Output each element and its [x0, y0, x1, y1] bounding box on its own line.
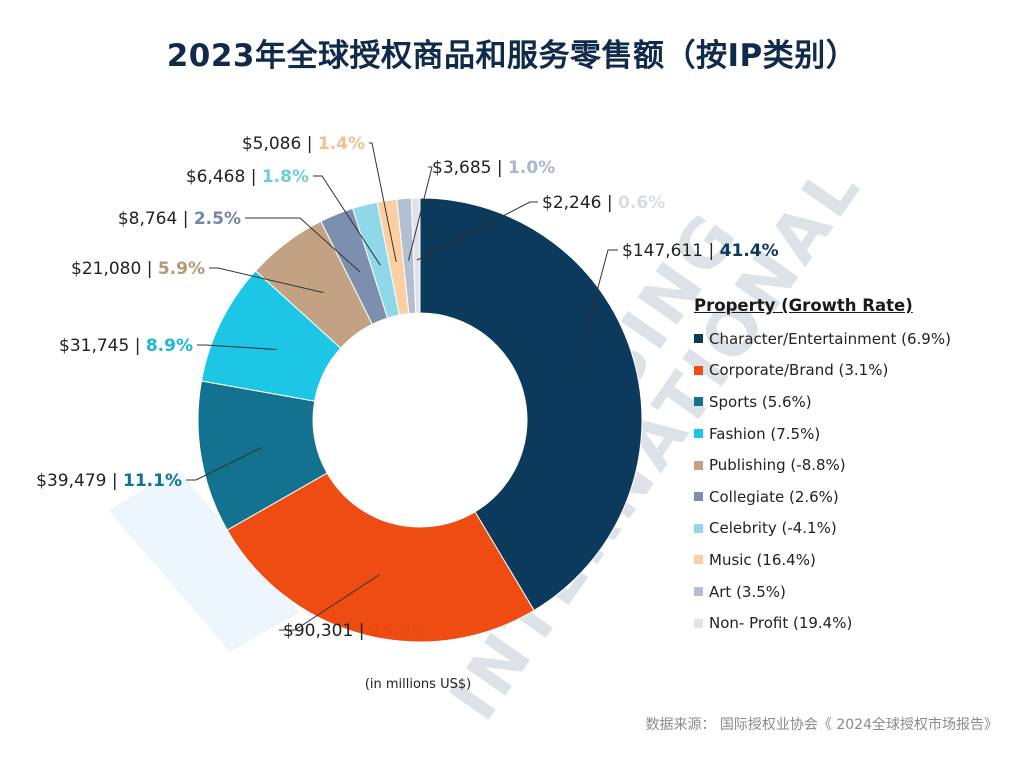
legend-swatch — [694, 397, 703, 407]
donut-slices — [197, 197, 643, 643]
legend-item-sports: Sports (5.6%) — [694, 386, 1004, 418]
leader-line-celebrity — [313, 175, 381, 266]
slice-non-profit — [410, 197, 421, 314]
legend-item-music: Music (16.4%) — [694, 544, 1004, 576]
legend-label: Music (16.4%) — [709, 550, 816, 569]
leader-line-publishing — [209, 267, 324, 294]
legend-swatch — [694, 334, 703, 344]
legend: Property (Growth Rate) Character/Enterta… — [694, 296, 1004, 639]
data-label-sports: $39,479 | 11.1% — [36, 471, 182, 491]
legend-swatch — [694, 365, 703, 375]
chart-title: 2023年全球授权商品和服务零售额（按IP类别） — [166, 38, 858, 74]
legend-item-celebrity: Celebrity (-4.1%) — [694, 513, 1004, 545]
leader-lines — [186, 142, 618, 631]
legend-item-publishing: Publishing (-8.8%) — [694, 449, 1004, 481]
legend-swatch — [694, 555, 703, 565]
leader-line-fashion — [197, 344, 277, 350]
legend-item-corporate-brand: Corporate/Brand (3.1%) — [694, 355, 1004, 387]
legend-swatch — [694, 618, 703, 628]
legend-label: Character/Entertainment (6.9%) — [709, 329, 951, 348]
leader-line-sports — [186, 446, 263, 481]
legend-label: Publishing (-8.8%) — [709, 456, 846, 475]
data-label-music: $5,086 | 1.4% — [242, 134, 365, 154]
data-label-collegiate: $8,764 | 2.5% — [118, 209, 241, 229]
data-label-character-entertainment: $147,611 | 41.4% — [622, 241, 779, 261]
legend-item-art: Art (3.5%) — [694, 576, 1004, 608]
data-labels: $147,611 | 41.4% $90,301 | 25.3% $39,479 |… — [36, 134, 778, 641]
legend-item-non-profit: Non- Profit (19.4%) — [694, 607, 1004, 639]
leader-line-character-entertainment — [573, 249, 618, 378]
data-label-publishing: $21,080 | 5.9% — [71, 259, 205, 279]
legend-label: Art (3.5%) — [709, 582, 786, 601]
legend-label: Celebrity (-4.1%) — [709, 519, 837, 538]
data-label-corporate-brand: $90,301 | 25.3% — [283, 621, 429, 641]
leader-line-art — [408, 166, 433, 261]
legend-swatch — [694, 460, 703, 470]
legend-label: Collegiate (2.6%) — [709, 487, 839, 506]
legend-item-fashion: Fashion (7.5%) — [694, 418, 1004, 450]
legend-swatch — [694, 523, 703, 533]
legend-item-collegiate: Collegiate (2.6%) — [694, 481, 1004, 513]
leader-line-collegiate — [245, 217, 361, 273]
slice-character-entertainment — [419, 197, 643, 612]
legend-swatch — [694, 492, 703, 502]
legend-title: Property (Growth Rate) — [694, 296, 913, 315]
leader-line-corporate-brand — [279, 574, 380, 631]
data-label-non-profit: $2,246 | 0.6% — [542, 193, 665, 213]
legend-item-character-entertainment: Character/Entertainment (6.9%) — [694, 323, 1004, 355]
legend-label: Fashion (7.5%) — [709, 424, 821, 443]
legend-swatch — [694, 587, 703, 597]
legend-swatch — [694, 429, 703, 439]
leader-line-non-profit — [416, 201, 538, 261]
legend-label: Corporate/Brand (3.1%) — [709, 361, 889, 380]
source-note: 数据来源： 国际授权业协会《 2024全球授权市场报告》 — [645, 717, 998, 733]
data-label-fashion: $31,745 | 8.9% — [59, 336, 193, 356]
unit-note: (in millions US$) — [364, 677, 472, 692]
data-label-celebrity: $6,468 | 1.8% — [186, 167, 309, 187]
legend-label: Non- Profit (19.4%) — [709, 614, 853, 633]
legend-label: Sports (5.6%) — [709, 392, 812, 411]
data-label-art: $3,685 | 1.0% — [432, 158, 555, 178]
legend-items: Character/Entertainment (6.9%) Corporate/… — [694, 323, 1004, 639]
slice-corporate-brand — [226, 472, 535, 643]
leader-line-music — [369, 142, 397, 263]
